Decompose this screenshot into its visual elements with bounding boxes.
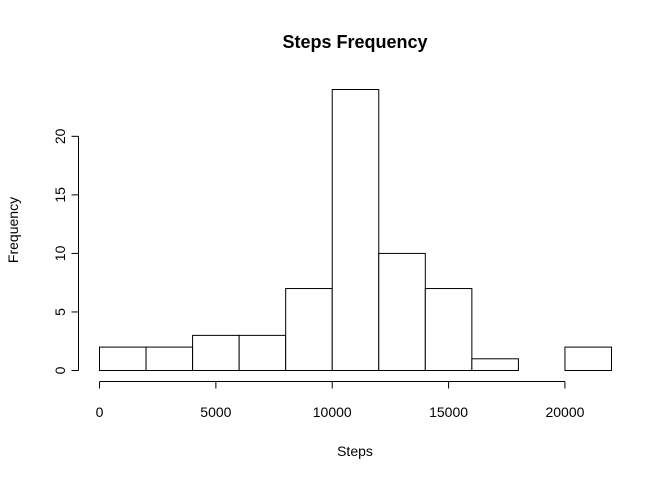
histogram-bar-2000-4000 <box>145 346 194 372</box>
y-tick-label: 5 <box>52 308 68 316</box>
x-axis: 0 5000 10000 15000 20000 <box>96 381 585 420</box>
histogram-bar-10000-12000 <box>331 89 380 371</box>
x-tick-label: 0 <box>96 404 104 420</box>
x-tick-label: 5000 <box>200 404 231 420</box>
y-tick-label: 15 <box>52 187 68 203</box>
histogram-bar-20000-22000 <box>564 346 612 372</box>
y-tick-label: 10 <box>52 245 68 261</box>
histogram-bar-6000-8000 <box>238 334 287 371</box>
bars-group <box>99 89 612 372</box>
histogram-bar-0-2000 <box>99 346 147 372</box>
x-tick-label: 15000 <box>429 404 468 420</box>
chart-title: Steps Frequency <box>282 32 427 52</box>
histogram-bar-12000-14000 <box>378 252 426 372</box>
y-tick-label: 20 <box>52 128 68 144</box>
histogram-bar-8000-10000 <box>285 288 333 371</box>
x-axis-label: Steps <box>337 443 373 459</box>
y-tick-label: 0 <box>52 366 68 374</box>
y-axis: 0 5 10 15 20 <box>52 128 79 374</box>
histogram-bar-16000-18000 <box>471 358 519 371</box>
x-tick-label: 10000 <box>313 404 352 420</box>
histogram-bar-14000-16000 <box>424 288 473 371</box>
x-tick-label: 20000 <box>545 404 584 420</box>
y-axis-label: Frequency <box>5 197 21 263</box>
histogram-bar-4000-6000 <box>192 334 240 371</box>
